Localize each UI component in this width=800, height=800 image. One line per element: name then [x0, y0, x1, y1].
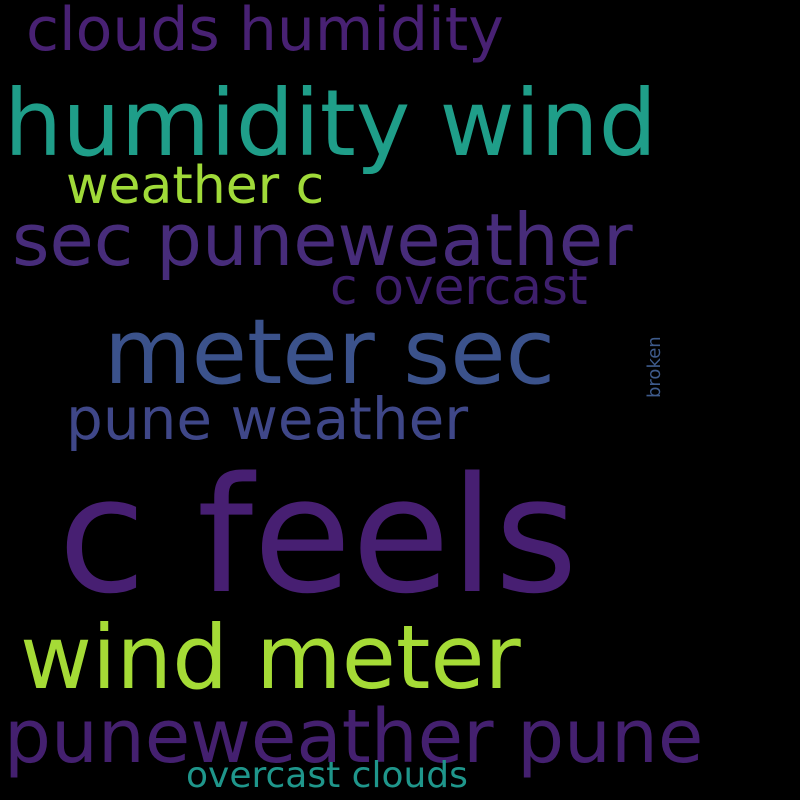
word-overcast-clouds: overcast clouds: [186, 755, 468, 796]
word-pune-weather: pune weather: [66, 385, 469, 453]
word-c-overcast: c overcast: [330, 258, 588, 316]
word-clouds-humidity: clouds humidity: [26, 0, 504, 65]
word-puneweather-pune: puneweather pune: [4, 694, 704, 780]
word-humidity-wind: humidity wind: [4, 70, 658, 177]
word-weather-c: weather c: [66, 156, 325, 216]
word-broken: broken: [644, 336, 665, 398]
word-meter-sec: meter sec: [104, 300, 556, 405]
word-sec-puneweather: sec puneweather: [12, 198, 633, 282]
word-wind-meter: wind meter: [20, 606, 521, 709]
word-c-feels: c feels: [58, 442, 578, 629]
